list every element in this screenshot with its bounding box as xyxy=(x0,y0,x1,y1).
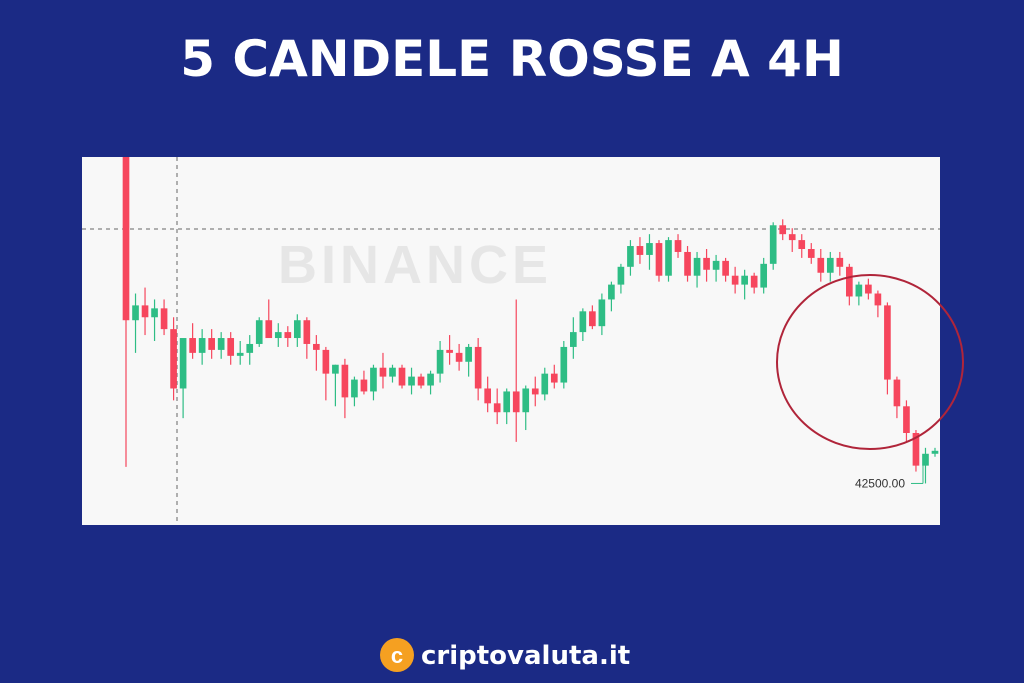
candle-body xyxy=(493,403,501,413)
candle-body xyxy=(236,352,244,356)
candle-body xyxy=(208,338,215,350)
candle-body xyxy=(522,388,530,413)
candle-body xyxy=(322,349,330,374)
candle-body xyxy=(865,284,872,294)
candle-body xyxy=(731,275,739,285)
candle-body xyxy=(608,284,615,300)
candle-body xyxy=(446,349,453,353)
candle-body xyxy=(189,338,196,353)
candle-body xyxy=(436,349,444,374)
candle-body xyxy=(341,364,349,398)
candle-body xyxy=(379,367,387,377)
candle-body xyxy=(284,332,292,339)
candle-body xyxy=(598,299,606,327)
candle-body xyxy=(884,305,891,380)
candle-body xyxy=(122,157,130,321)
candle-body xyxy=(627,246,634,267)
title: 5 CANDELE ROSSE A 4H xyxy=(180,30,844,88)
candle-body xyxy=(712,260,720,270)
candle-body xyxy=(417,376,425,386)
candle-body xyxy=(807,249,815,258)
candle-body xyxy=(931,450,939,454)
candle-body xyxy=(132,305,139,321)
candle-body xyxy=(217,338,225,350)
candle-body xyxy=(674,240,682,252)
candle-body xyxy=(151,308,158,318)
highlight-circle xyxy=(776,274,964,450)
candle-body xyxy=(512,391,520,413)
candle-body xyxy=(531,388,539,395)
candle-body xyxy=(769,225,777,264)
candle-body xyxy=(817,257,825,273)
candle-body xyxy=(579,311,587,333)
candle-body xyxy=(455,352,463,362)
candle-body xyxy=(589,311,596,327)
candle-body xyxy=(893,379,901,407)
candle-body xyxy=(398,367,406,386)
candle-body xyxy=(750,275,758,288)
candle-body xyxy=(903,406,910,433)
candle-body xyxy=(693,257,701,276)
candle-body xyxy=(198,338,206,353)
candle-body xyxy=(474,346,482,389)
candle-body xyxy=(389,367,396,377)
candle-body xyxy=(332,364,339,374)
candle-body xyxy=(255,320,263,344)
watermark: BINANCE xyxy=(278,235,552,295)
candle-body xyxy=(550,373,558,383)
candle-body xyxy=(293,320,301,339)
candle-body xyxy=(665,240,672,276)
candle-body xyxy=(655,243,663,276)
candle-body xyxy=(779,225,787,235)
candle-body xyxy=(617,266,625,285)
candle-body xyxy=(265,320,273,339)
logo-glyph: c xyxy=(391,643,403,668)
candle-body xyxy=(826,257,834,273)
candle-body xyxy=(846,266,853,297)
logo-icon xyxy=(380,638,414,672)
candle-body xyxy=(912,433,920,466)
candle-body xyxy=(227,338,235,356)
candle-body xyxy=(874,293,882,306)
candle-body xyxy=(560,346,568,383)
candle-body xyxy=(569,332,577,347)
candle-body xyxy=(360,379,368,392)
candle-body xyxy=(170,329,177,389)
candle-body xyxy=(313,343,320,350)
candle-body xyxy=(922,453,929,466)
candle-body xyxy=(465,346,472,362)
chart-panel xyxy=(82,157,940,525)
candle-body xyxy=(636,246,644,255)
candle-body xyxy=(684,251,691,276)
candle-body xyxy=(408,376,415,386)
candle-body xyxy=(855,284,863,297)
candle-body xyxy=(246,343,254,353)
candle-body xyxy=(503,391,511,413)
candle-body xyxy=(160,308,168,330)
candle-body xyxy=(141,305,149,318)
candle-body xyxy=(646,243,653,255)
candle-body xyxy=(760,263,768,288)
candle-body xyxy=(351,379,358,398)
brand: criptovaluta.it xyxy=(421,641,630,671)
candle-body xyxy=(836,257,844,267)
annotation-label: 42500.00 xyxy=(855,476,905,490)
candle-body xyxy=(179,338,187,389)
candle-body xyxy=(484,388,492,404)
candle-body xyxy=(798,240,806,249)
candle-body xyxy=(274,332,282,339)
candle-body xyxy=(541,373,549,395)
candle-body xyxy=(703,257,710,270)
candle-body xyxy=(303,320,311,344)
candle-body xyxy=(427,373,434,386)
candle-body xyxy=(722,260,729,276)
candle-body xyxy=(370,367,377,392)
plot: 42500.00 xyxy=(122,157,939,490)
candle-body xyxy=(741,275,748,285)
candle-body xyxy=(788,234,796,241)
